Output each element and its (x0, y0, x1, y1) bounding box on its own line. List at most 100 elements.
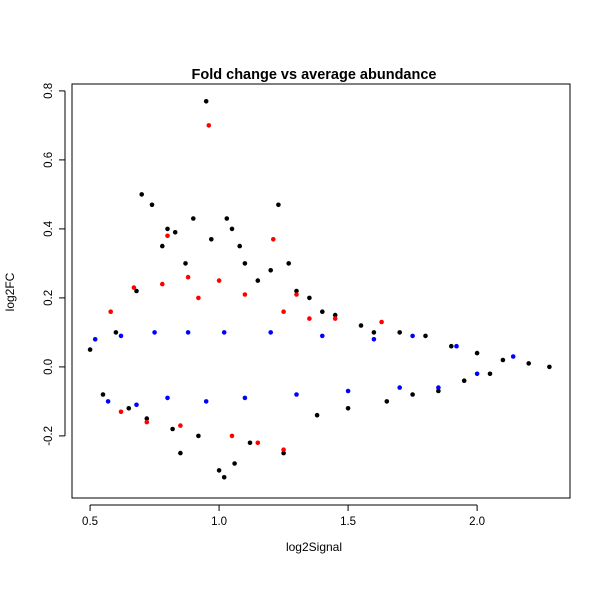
data-point-black (237, 243, 242, 249)
data-point-black (100, 392, 106, 397)
data-points (87, 99, 552, 480)
data-point-black (294, 288, 299, 294)
y-tick-label: 0.2 (43, 290, 55, 306)
data-point-red (281, 309, 286, 315)
y-tick-label: 0.0 (43, 359, 55, 375)
data-point-black (232, 461, 237, 466)
data-point-black (384, 399, 390, 404)
data-point-black (526, 361, 531, 366)
data-point-red (185, 274, 191, 280)
data-point-blue (510, 354, 516, 359)
data-point-black (461, 378, 467, 384)
data-point-black (160, 243, 165, 249)
data-point-black (242, 261, 248, 266)
data-point-black (216, 468, 222, 473)
data-point-black (183, 261, 188, 266)
data-point-black (165, 226, 170, 232)
data-point-black (126, 406, 132, 411)
data-point-black (474, 350, 480, 356)
data-point-blue (185, 330, 191, 335)
data-point-black (229, 226, 235, 232)
data-point-black (358, 323, 364, 328)
data-point-blue (410, 333, 415, 339)
data-point-black (196, 433, 201, 439)
data-point-black (149, 202, 155, 208)
data-point-blue (92, 337, 98, 342)
data-point-blue (454, 343, 459, 349)
data-point-red (281, 447, 286, 453)
data-point-blue (320, 333, 325, 339)
data-point-red (216, 278, 222, 283)
data-point-red (242, 292, 248, 297)
data-point-black (397, 330, 403, 335)
data-point-blue (134, 402, 139, 408)
data-point-blue (105, 399, 111, 404)
plot-frame (71, 83, 571, 499)
data-point-black (487, 371, 493, 377)
data-point-black (276, 202, 281, 208)
data-point-red (271, 237, 276, 242)
data-point-red (131, 285, 137, 290)
data-point-black (139, 192, 144, 197)
data-point-black (224, 216, 230, 221)
data-point-black (410, 392, 415, 397)
data-point-black (332, 312, 338, 318)
data-point-red (229, 433, 235, 439)
data-point-red (118, 409, 124, 415)
data-point-black (134, 288, 139, 294)
data-point-blue (221, 330, 227, 335)
chart-title: Fold change vs average abundance (192, 67, 437, 83)
data-point-red (108, 309, 113, 315)
data-point-black (371, 330, 377, 335)
data-point-black (203, 99, 209, 104)
data-point-black (314, 412, 320, 418)
y-axis-label: log2FC (3, 272, 17, 311)
data-point-blue (165, 395, 170, 401)
data-point-red (294, 292, 299, 297)
data-point-blue (203, 399, 209, 404)
y-tick-label: 0.8 (43, 83, 55, 99)
data-point-black (170, 426, 175, 432)
data-point-blue (118, 333, 124, 339)
data-point-black (268, 268, 274, 273)
data-point-red (196, 295, 201, 301)
data-point-black (172, 230, 178, 235)
data-point-black (320, 309, 325, 315)
data-point-blue (474, 371, 480, 377)
data-point-blue (436, 385, 441, 390)
data-point-blue (242, 395, 248, 401)
data-point-black (436, 388, 441, 394)
data-point-red (206, 123, 212, 128)
data-point-red (160, 281, 165, 287)
data-point-black (255, 278, 261, 283)
y-tick-label: 0.4 (43, 220, 55, 237)
data-point-red (307, 316, 312, 321)
data-point-black (209, 237, 214, 242)
x-tick-label: 1.5 (340, 516, 356, 528)
data-point-red (379, 319, 384, 325)
data-point-black (286, 261, 292, 266)
data-point-red (144, 419, 150, 425)
data-point-black (144, 416, 150, 421)
data-point-black (423, 333, 428, 339)
data-point-black (307, 295, 312, 301)
data-point-blue (152, 330, 157, 335)
data-point-red (178, 423, 183, 428)
data-point-red (332, 316, 338, 321)
data-point-black (87, 347, 93, 352)
data-point-black (178, 450, 183, 456)
x-tick-label: 0.5 (82, 516, 98, 528)
y-axis: -0.2 0.0 0.2 0.4 0.6 0.8 (43, 83, 66, 446)
data-point-red (165, 233, 170, 239)
data-point-black (247, 440, 253, 446)
data-point-black (449, 343, 454, 349)
data-point-black (547, 364, 552, 370)
data-point-black (281, 450, 286, 456)
data-point-blue (397, 385, 403, 390)
data-point-red (255, 440, 261, 446)
data-point-black (191, 216, 196, 221)
data-point-black (345, 406, 351, 411)
data-point-blue (268, 330, 274, 335)
y-tick-label: 0.6 (43, 152, 55, 168)
